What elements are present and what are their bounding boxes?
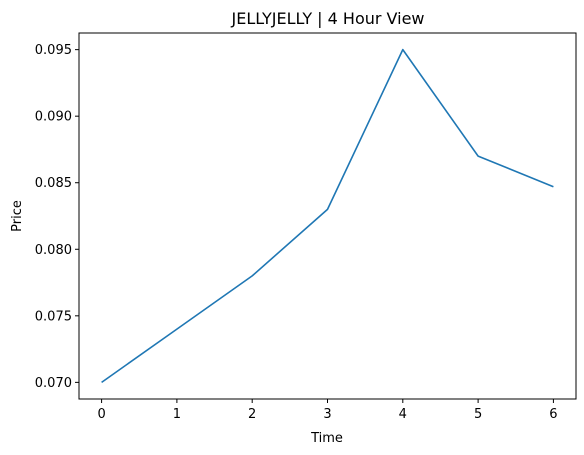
data-point <box>174 327 179 332</box>
y-tick-label: 0.070 <box>35 376 72 391</box>
chart-title: JELLYJELLY | 4 Hour View <box>230 9 424 28</box>
plot-area-frame <box>78 32 577 400</box>
x-tick-label: 1 <box>173 407 181 422</box>
y-tick-label: 0.080 <box>35 243 72 258</box>
y-axis: 0.070 0.075 0.080 0.085 0.090 0.095 <box>35 43 79 391</box>
y-tick-label: 0.085 <box>35 176 72 191</box>
x-tick-label: 5 <box>474 407 482 422</box>
y-tick-label: 0.095 <box>35 43 72 58</box>
x-tick-label: 0 <box>97 407 105 422</box>
y-tick-label: 0.090 <box>35 110 72 125</box>
data-point <box>250 273 255 278</box>
price-series-line <box>101 48 554 384</box>
data-point <box>325 207 330 212</box>
x-tick-label: 3 <box>323 407 331 422</box>
x-tick-label: 2 <box>248 407 256 422</box>
y-tick-label: 0.075 <box>35 309 72 324</box>
x-axis-label: Time <box>310 431 343 446</box>
data-point <box>551 184 556 189</box>
x-tick-label: 4 <box>399 407 407 422</box>
y-axis-label: Price <box>10 200 25 232</box>
data-point <box>476 154 481 159</box>
data-point <box>400 47 405 52</box>
x-axis: 0 1 2 3 4 5 6 <box>97 399 558 422</box>
data-point <box>99 380 104 385</box>
series-layer <box>99 47 556 385</box>
x-tick-label: 6 <box>549 407 557 422</box>
